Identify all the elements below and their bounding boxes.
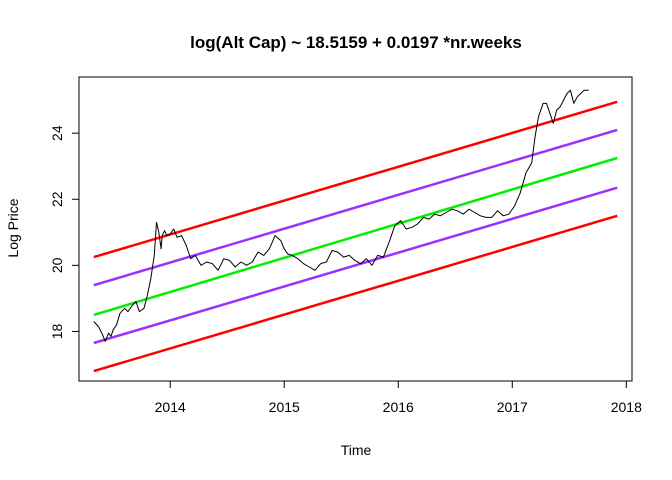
x-tick-label: 2015 [269,399,300,415]
y-tick-label: 18 [49,323,65,339]
y-tick-label: 20 [49,257,65,273]
series-layer [93,89,618,373]
y-tick-label: 24 [49,125,65,141]
price-series-line [93,89,589,342]
channel-line-3 [93,156,618,317]
y-tick-label: 22 [49,191,65,207]
y-axis-label: Log Price [5,198,21,257]
y-axis: 18 20 22 24 [49,125,80,339]
x-axis-label: Time [341,442,372,458]
x-tick-label: 2014 [155,399,186,415]
channel-line-5 [93,214,618,373]
x-axis: 2014 2015 2016 2017 2018 [155,380,642,415]
channel-line-1 [93,100,618,259]
x-tick-label: 2018 [611,399,642,415]
x-tick-label: 2017 [497,399,528,415]
chart-title: log(Alt Cap) ~ 18.5159 + 0.0197 *nr.week… [190,33,522,52]
x-tick-label: 2016 [383,399,414,415]
channel-line-4 [93,186,618,345]
channel-line-2 [93,128,618,287]
